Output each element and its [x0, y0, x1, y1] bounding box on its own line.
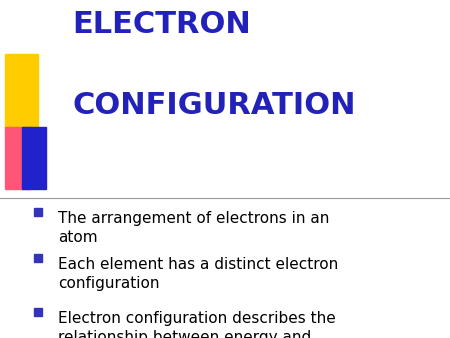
Bar — [5, 54, 38, 128]
Bar — [5, 127, 30, 189]
Text: Each element has a distinct electron
configuration: Each element has a distinct electron con… — [58, 257, 339, 291]
Bar — [34, 208, 42, 216]
Text: CONFIGURATION: CONFIGURATION — [72, 91, 356, 120]
Bar — [34, 254, 42, 262]
Bar — [34, 308, 42, 316]
Text: Electron configuration describes the
relationship between energy and
stability: Electron configuration describes the rel… — [58, 311, 336, 338]
Text: The arrangement of electrons in an
atom: The arrangement of electrons in an atom — [58, 211, 330, 245]
Bar — [22, 127, 46, 189]
Text: ELECTRON: ELECTRON — [72, 10, 251, 39]
